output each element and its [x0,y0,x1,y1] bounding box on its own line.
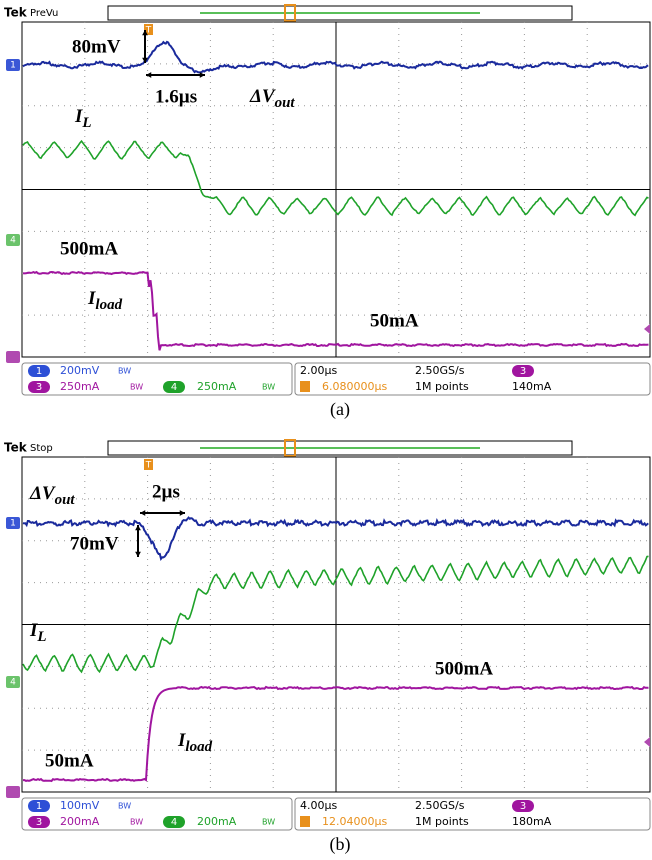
ch1-bw: BW [118,802,131,811]
time-label: 2µs [152,481,180,502]
ch-label: 4 [10,678,16,688]
ch3-badge-label: 3 [36,817,42,828]
ch-label: 4 [10,236,16,246]
ch-marker [6,786,20,798]
ch3-scale: 250mA [60,380,100,393]
dv-label-main: ΔV [29,483,56,504]
dv-label-main: ΔV [249,86,276,107]
ch4-badge-label: 4 [171,382,177,393]
ch1-scale: 100mV [60,799,100,812]
ch1-badge-label: 1 [36,801,42,812]
ch4-bw: BW [262,383,275,392]
trig-pos-icon [300,816,310,827]
brand: Tek [4,6,28,20]
trig-ch-label: 3 [520,801,526,812]
timebase: 2.00µs [300,364,337,377]
ch-label: 1 [10,61,16,71]
ch1-badge-label: 1 [36,366,42,377]
trig-level: 180mA [512,815,552,828]
trig-pos: 6.080000µs [322,380,387,393]
ch1-scale: 200mV [60,364,100,377]
acq-mode: PreVu [30,8,58,19]
figure: TekPreVuT1480mV1.6µsΔVoutILIload500mA50m… [0,0,652,860]
ch4-scale: 200mA [197,815,237,828]
sample-rate: 2.50GS/s [415,364,465,377]
iload-label-sub: load [185,739,212,755]
brand: Tek [4,441,28,455]
amplitude-label: 70mV [70,533,119,554]
dv-label-sub: out [275,95,296,111]
caption: (b) [330,834,351,855]
iload-label-sub: load [95,297,122,313]
ch4-scale: 250mA [197,380,237,393]
ch3-bw: BW [130,818,143,827]
low-current-label: 50mA [45,750,94,771]
trig-level: 140mA [512,380,552,393]
sample-rate: 2.50GS/s [415,799,465,812]
trig-ch-label: 3 [520,366,526,377]
time-label: 1.6µs [155,86,197,107]
acq-mode: Stop [30,443,53,454]
dv-label-sub: out [55,492,76,508]
trigger-marker: T [145,461,152,471]
ch3-badge-label: 3 [36,382,42,393]
ch4-badge-label: 4 [171,817,177,828]
low-current-label: 50mA [370,310,419,331]
record-length: 1M points [415,380,469,393]
trig-pos-icon [300,381,310,392]
il-label-sub: L [36,629,46,645]
high-current-label: 500mA [60,238,118,259]
ch1-bw: BW [118,367,131,376]
amplitude-label: 80mV [72,36,121,57]
timebase: 4.00µs [300,799,337,812]
record-length: 1M points [415,815,469,828]
caption: (a) [330,399,350,420]
ch4-bw: BW [262,818,275,827]
ch-marker [6,351,20,363]
ch-label: 1 [10,519,16,529]
ch3-bw: BW [130,383,143,392]
high-current-label: 500mA [435,658,493,679]
il-label-sub: L [81,115,91,131]
trig-pos: 12.04000µs [322,815,387,828]
ch3-scale: 200mA [60,815,100,828]
